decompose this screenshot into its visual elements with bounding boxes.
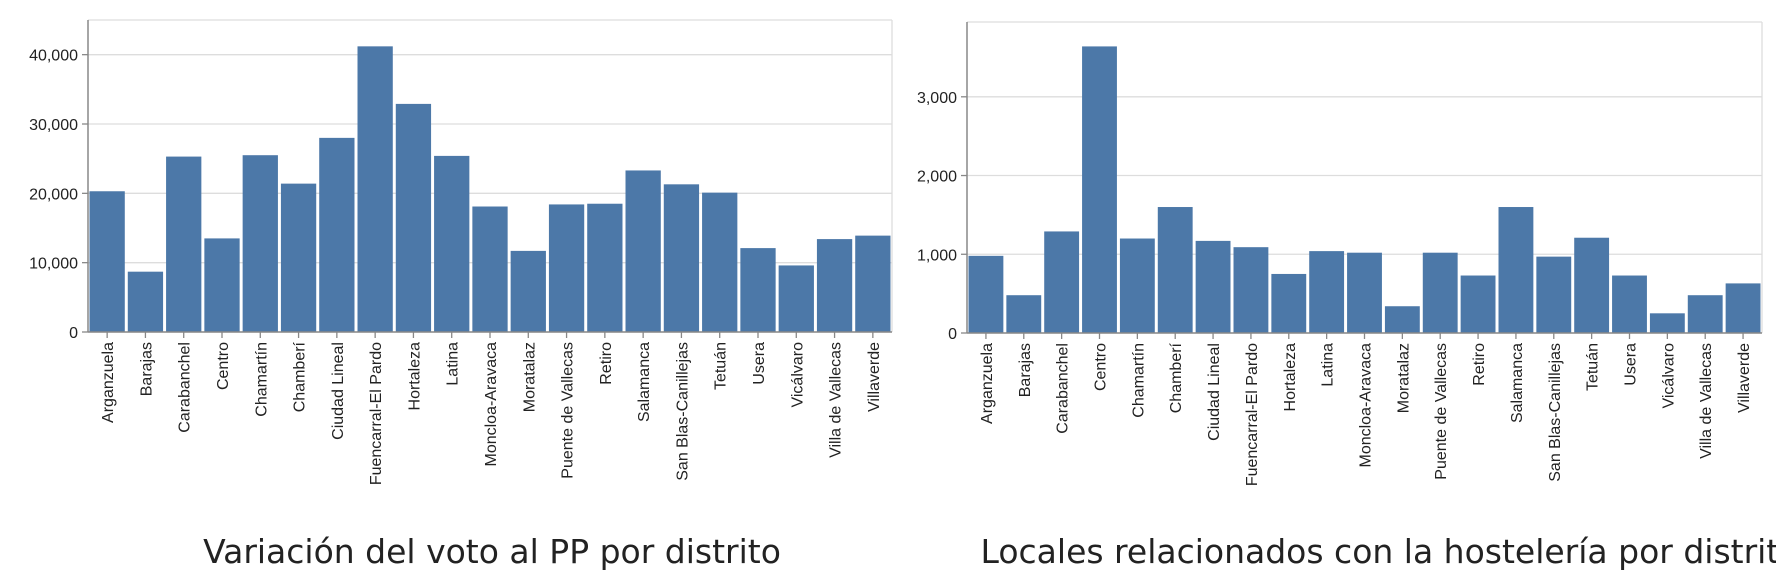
chart-pp-vote-variation: 0 10,000 20,000 30,000 40,000 Arganzuela Baraj…: [29, 19, 893, 571]
x-tick-label: Barajas: [1017, 343, 1034, 397]
x-tick-label: Usera: [1623, 343, 1640, 386]
y-tick-label: 40,000: [29, 48, 78, 65]
x-tick-label: Villaverde: [866, 342, 883, 412]
bar: [548, 204, 585, 332]
bar: [472, 206, 508, 332]
x-tick-label: Latina: [1320, 343, 1337, 387]
x-tick-label: Chamberí: [1168, 342, 1185, 413]
x-tick-label: Tetuán: [713, 342, 730, 390]
x-tick-label: Villa de Vallecas: [1698, 343, 1715, 459]
x-tick-label: Salamanca: [1509, 343, 1526, 423]
x-tick-label: Moratalaz: [1395, 343, 1412, 413]
x-tick-label: Chamartín: [1130, 343, 1147, 418]
x-tick-label: Usera: [751, 342, 768, 385]
x-tick-label: Moncloa-Aravaca: [483, 342, 500, 467]
bar: [1460, 275, 1496, 333]
bar: [740, 248, 776, 332]
x-tick-label: Moncloa-Aravaca: [1358, 343, 1375, 468]
x-tick-label: Retiro: [1471, 343, 1488, 386]
x-tick-label: Hortaleza: [406, 342, 423, 411]
bar: [1649, 313, 1685, 333]
x-tick-label: Fuencarral-El Pardo: [368, 342, 385, 485]
chart-hospitality-venues: 0 1,000 2,000 3,000 Arganzuela Barajas Caraban…: [900, 0, 1776, 588]
bar: [1271, 273, 1307, 333]
y-tick-label: 2,000: [917, 169, 957, 186]
x-tick-label: Arganzuela: [979, 343, 996, 424]
x-tick-label: Barajas: [138, 342, 155, 396]
chart-hospitality-venues-svg: 0 1,000 2,000 3,000 Arganzuela Barajas Caraban…: [917, 21, 1776, 571]
bar: [166, 156, 202, 332]
y-tick-label: 30,000: [29, 117, 78, 134]
x-tick-label: Ciudad Lineal: [1206, 343, 1223, 441]
bar: [663, 184, 700, 332]
bar: [702, 192, 738, 332]
y-tick-label: 10,000: [29, 256, 78, 273]
x-tick-label: Carabanchel: [177, 342, 194, 433]
bar: [778, 265, 814, 332]
bar: [587, 203, 623, 332]
x-tick-label: Chamberí: [292, 341, 309, 412]
bar: [1119, 238, 1155, 333]
bar: [204, 238, 240, 332]
x-tick-label: Vicálvaro: [789, 342, 806, 408]
bar: [1498, 207, 1534, 333]
x-tick-label: Villa de Vallecas: [828, 342, 845, 458]
x-tick-label: Vicálvaro: [1660, 343, 1677, 409]
chart-title: Variación del voto al PP por distrito: [203, 532, 781, 571]
bar: [280, 183, 317, 332]
x-tick-label: Tetuán: [1585, 343, 1602, 391]
bar: [1044, 231, 1080, 333]
x-tick-label: San Blas-Canillejas: [1547, 343, 1564, 482]
bar: [1347, 252, 1382, 333]
x-tick-label: Fuencarral-El Pardo: [1244, 343, 1261, 486]
bar: [395, 103, 432, 332]
bar: [89, 191, 125, 332]
bar: [625, 170, 661, 332]
y-tick-label: 0: [69, 325, 78, 342]
bar: [1574, 237, 1610, 333]
bar: [1195, 240, 1231, 333]
y-tick-label: 0: [948, 326, 957, 343]
x-tick-label: Chamartín: [253, 342, 270, 417]
chart-title: Locales relacionados con la hostelería p…: [981, 532, 1776, 571]
bar: [1309, 251, 1345, 333]
bar: [1157, 207, 1193, 333]
bar: [1536, 256, 1572, 333]
x-tick-label: Retiro: [598, 342, 615, 385]
bar: [1725, 283, 1761, 333]
x-tick-label: Moratalaz: [521, 342, 538, 412]
x-tick-label: Villaverde: [1736, 343, 1753, 413]
bar: [1082, 46, 1117, 334]
bar: [1384, 306, 1420, 333]
y-tick-label: 20,000: [29, 186, 78, 203]
x-tick-label: Hortaleza: [1282, 343, 1299, 412]
y-tick-label: 1,000: [917, 247, 957, 264]
x-tick-label: Ciudad Lineal: [330, 342, 347, 440]
x-tick-label: San Blas-Canillejas: [674, 342, 691, 481]
x-tick-label: Puente de Vallecas: [1433, 343, 1450, 480]
bar: [1233, 247, 1269, 333]
x-tick-label: Puente de Vallecas: [560, 342, 577, 479]
y-tick-label: 3,000: [917, 90, 957, 107]
bar: [357, 46, 393, 332]
bar: [855, 235, 891, 332]
bar: [434, 155, 470, 332]
x-tick-label: Arganzuela: [100, 342, 117, 423]
x-tick-label: Carabanchel: [1055, 343, 1072, 434]
bar: [242, 155, 278, 332]
bar: [1612, 275, 1647, 333]
bar: [319, 137, 355, 332]
bar: [1687, 295, 1723, 333]
bar: [510, 250, 546, 332]
bar: [1422, 252, 1458, 333]
x-tick-label: Centro: [215, 342, 232, 390]
x-tick-label: Salamanca: [636, 342, 653, 422]
chart-pp-vote-variation-svg: 0 10,000 20,000 30,000 40,000 Arganzuela Baraj…: [29, 19, 893, 571]
x-tick-label: Latina: [445, 342, 462, 386]
bar: [816, 239, 853, 332]
bar: [968, 255, 1004, 333]
x-tick-label: Centro: [1093, 343, 1110, 391]
bar: [1006, 295, 1042, 333]
bar: [127, 271, 164, 332]
